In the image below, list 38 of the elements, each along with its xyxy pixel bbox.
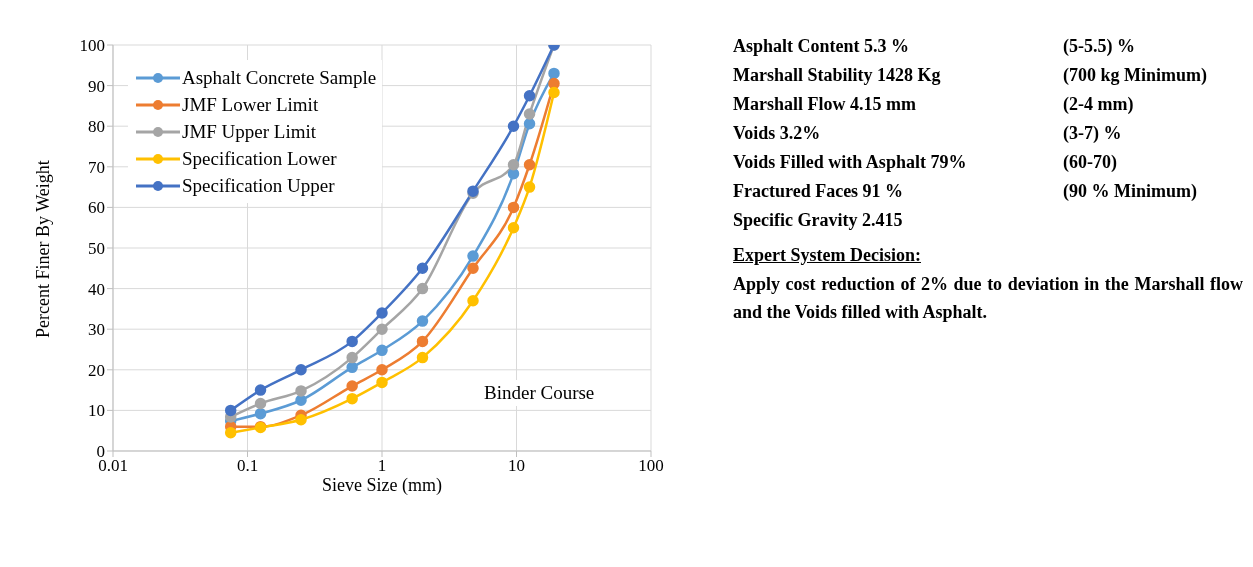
text: (5-5.5) % [1063, 36, 1135, 58]
text: Marshall Stability 1428 Kg [733, 65, 942, 87]
x-axis-title: Sieve Size (mm) [322, 475, 442, 496]
text: Voids Filled with Asphalt 79% [733, 152, 968, 174]
x-tick-label: 1 [377, 456, 387, 476]
legend-label: JMF Upper Limit [182, 120, 317, 144]
x-tick-label: 100 [638, 456, 664, 476]
legend-label: Asphalt Concrete Sample [182, 66, 377, 90]
y-tick-label: 40 [88, 279, 105, 299]
legend-label: Specification Upper [182, 174, 335, 198]
legend-label: JMF Lower Limit [182, 93, 319, 117]
text: Marshall Flow 4.15 mm [733, 94, 917, 116]
text: (700 kg Minimum) [1063, 65, 1207, 87]
text: (90 % Minimum) [1063, 181, 1197, 203]
text: Fractured Faces 91 % [733, 181, 905, 203]
y-tick-label: 80 [88, 117, 105, 137]
y-axis-title: Percent Finer By Weight [33, 160, 54, 338]
y-tick-label: 100 [79, 36, 105, 56]
text: Specific Gravity 2.415 [733, 210, 904, 232]
annotation: Binder Course [478, 380, 601, 406]
text: Voids 3.2% [733, 123, 822, 145]
text: Asphalt Content 5.3 % [733, 36, 911, 58]
text: (3-7) % [1063, 123, 1122, 145]
y-tick-label: 60 [88, 198, 105, 218]
y-tick-label: 50 [88, 239, 105, 259]
x-tick-label: 0.1 [236, 456, 259, 476]
y-tick-label: 30 [88, 320, 105, 340]
text: (2-4 mm) [1063, 94, 1134, 116]
text: (60-70) [1063, 152, 1117, 174]
x-tick-label: 10 [508, 456, 525, 476]
y-tick-label: 70 [88, 157, 105, 177]
text: Expert System Decision: [733, 245, 922, 266]
text: Apply cost reduction of 2% due to deviation in the Marshall flow and the Voids filled with Asphalt. [733, 273, 1243, 324]
x-tick-label: 0.01 [98, 456, 128, 476]
y-tick-label: 90 [88, 76, 105, 96]
y-tick-label: 10 [88, 401, 105, 421]
legend-label: Specification Lower [182, 147, 337, 171]
y-tick-label: 20 [88, 360, 105, 380]
